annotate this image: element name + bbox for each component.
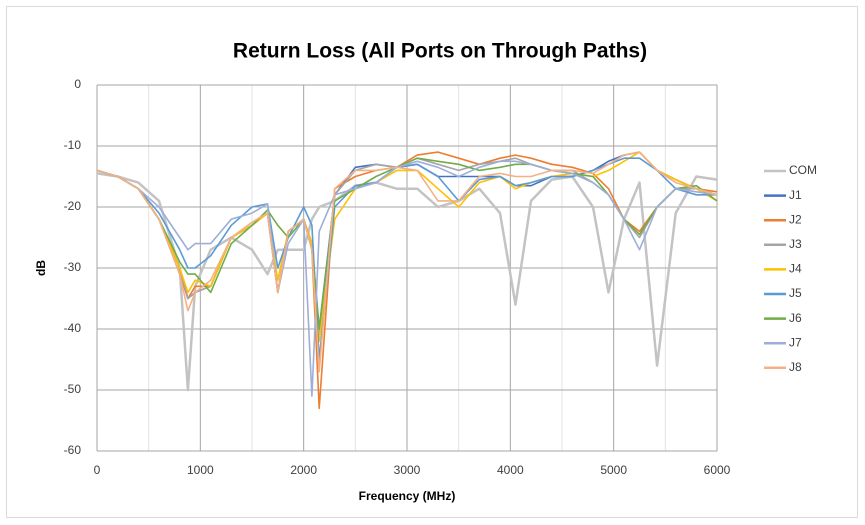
x-tick-label: 1000 [187,463,214,477]
y-tick-label: -50 [64,382,82,396]
legend-label: J1 [789,188,802,202]
x-axis-title: Frequency (MHz) [359,489,456,503]
legend-label: J4 [789,262,802,276]
x-tick-label: 5000 [600,463,627,477]
series-line [96,151,718,373]
x-tick-label: 3000 [394,463,421,477]
x-tick-label: 2000 [290,463,317,477]
chart-title: Return Loss (All Ports on Through Paths) [233,40,647,63]
legend-label: J2 [789,212,802,226]
legend-label: J5 [789,286,802,300]
y-tick-label: -60 [64,443,82,457]
legend-label: COM [789,163,817,177]
x-tick-label: 6000 [704,463,731,477]
y-axis-title: dB [34,260,48,276]
legend-label: J6 [789,311,802,325]
x-tick-label: 0 [94,463,101,477]
legend-label: J3 [789,237,802,251]
y-tick-label: -20 [64,199,82,213]
legend-label: J7 [789,335,802,349]
series-line [96,160,718,397]
y-tick-label: -40 [64,321,82,335]
x-tick-label: 4000 [497,463,524,477]
chart-frame [6,6,858,518]
y-tick-label: -30 [64,260,82,274]
legend-label: J8 [789,360,802,374]
y-tick-label: 0 [74,77,81,91]
y-tick-label: -10 [64,138,82,152]
